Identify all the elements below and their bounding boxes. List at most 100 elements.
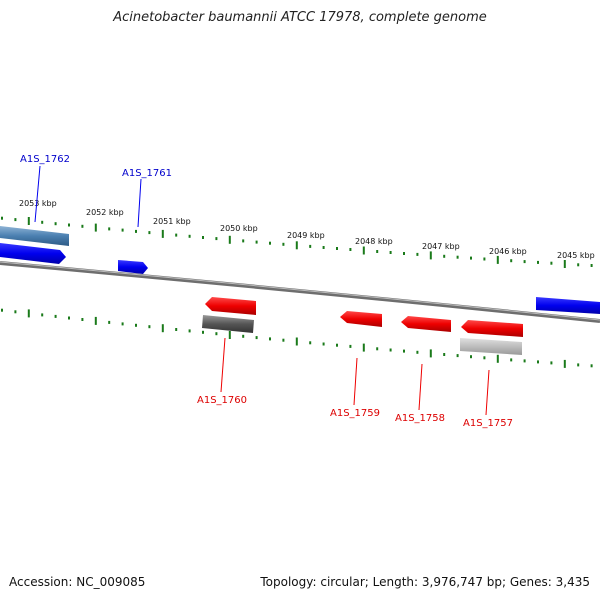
upper-ruler-tick	[94, 223, 97, 232]
gene-feature-a1s-1762[interactable]	[0, 226, 69, 246]
gene-feature-a1s-1760-shadow[interactable]	[202, 315, 254, 333]
ruler-label-2045: 2045 kbp	[557, 251, 595, 260]
lower-ruler-tick	[523, 359, 526, 363]
lower-ruler-tick	[309, 341, 312, 345]
lower-ruler-tick	[242, 334, 245, 338]
lower-ruler-tick	[470, 355, 472, 359]
upper-ruler-tick	[1, 216, 3, 220]
upper-ruler-tick	[27, 217, 30, 225]
upper-ruler-tick	[269, 241, 271, 245]
lower-ruler-tick	[27, 309, 30, 318]
lower-ruler-tick	[443, 353, 446, 356]
upper-ruler-tick	[537, 260, 539, 264]
gene-label-a1s-1757[interactable]: A1S_1757	[463, 418, 513, 429]
gene-feature-a1s-1757-shadow[interactable]	[460, 338, 522, 355]
gene-feature-a1s-1758[interactable]	[401, 316, 451, 332]
upper-ruler-tick	[429, 251, 432, 260]
upper-ruler-ticks	[1, 216, 593, 268]
upper-ruler-tick	[108, 227, 111, 231]
forward-gene-arrow[interactable]	[0, 243, 66, 264]
upper-ruler-tick	[456, 255, 459, 259]
upper-ruler-tick	[362, 246, 365, 255]
lower-ruler-tick	[188, 329, 191, 333]
lower-ruler-tick	[121, 322, 124, 326]
lower-ruler-tick	[54, 314, 57, 318]
callout-line-a1s-1760	[220, 337, 226, 393]
upper-ruler-tick	[148, 231, 151, 235]
lower-ruler-tick	[108, 320, 111, 324]
upper-ruler-tick	[577, 263, 580, 267]
lower-ruler-tick	[362, 343, 365, 352]
lower-ruler-tick	[590, 364, 593, 368]
ruler-label-2046: 2046 kbp	[489, 247, 527, 256]
lower-ruler-tick	[228, 331, 231, 339]
upper-ruler-tick	[161, 229, 164, 238]
ruler-label-2048: 2048 kbp	[355, 237, 393, 246]
upper-ruler-tick	[349, 248, 352, 251]
upper-ruler-tick	[403, 252, 405, 255]
upper-ruler-tick	[188, 234, 191, 238]
forward-gene-arrow-right[interactable]	[536, 297, 600, 314]
lower-ruler-tick	[295, 337, 298, 346]
upper-ruler-tick	[14, 218, 17, 222]
upper-ruler-tick	[550, 261, 553, 265]
upper-ruler-tick	[590, 264, 593, 267]
upper-ruler-tick	[309, 244, 312, 248]
lower-ruler-tick	[416, 350, 419, 354]
lower-ruler-tick	[175, 328, 178, 331]
lower-ruler-tick	[577, 363, 580, 367]
ruler-label-2047: 2047 kbp	[422, 242, 460, 251]
map-title: Acinetobacter baumannii ATCC 17978, comp…	[113, 10, 487, 25]
lower-ruler-tick	[68, 316, 70, 320]
gene-label-a1s-1758[interactable]: A1S_1758	[395, 413, 445, 424]
gene-feature-a1s-1759[interactable]	[340, 311, 382, 327]
upper-ruler-tick	[54, 222, 57, 226]
callout-line-a1s-1761	[137, 178, 142, 228]
lower-ruler-tick	[215, 332, 218, 336]
callout-line-a1s-1759	[353, 357, 358, 406]
gene-label-a1s-1761[interactable]: A1S_1761	[122, 168, 172, 179]
callout-line-a1s-1758	[418, 363, 423, 411]
lower-ruler-tick	[550, 361, 553, 365]
gene-feature-a1s-1760[interactable]	[205, 297, 256, 315]
gene-feature-a1s-1761[interactable]	[118, 260, 148, 274]
ruler-label-2049: 2049 kbp	[287, 231, 325, 240]
lower-ruler-tick	[403, 349, 405, 353]
lower-ruler-tick	[496, 354, 499, 363]
lower-ruler-tick	[483, 356, 486, 360]
upper-ruler-tick	[215, 237, 218, 241]
gene-label-a1s-1762[interactable]: A1S_1762	[20, 154, 70, 165]
upper-ruler-tick	[470, 256, 472, 260]
upper-ruler-tick	[121, 228, 124, 232]
upper-ruler-tick	[242, 239, 245, 243]
accession-text: Accession: NC_009085	[9, 575, 146, 589]
upper-ruler-tick	[376, 250, 379, 253]
upper-ruler-tick	[483, 257, 486, 261]
lower-ruler-tick	[255, 336, 258, 340]
lower-ruler-tick	[94, 316, 97, 325]
callout-line-a1s-1757	[485, 369, 490, 416]
lower-ruler-tick	[135, 323, 137, 327]
upper-ruler-tick	[41, 220, 44, 224]
gene-feature-a1s-1757[interactable]	[461, 320, 523, 337]
ruler-label-2050: 2050 kbp	[220, 224, 258, 233]
upper-ruler-tick	[389, 251, 392, 254]
upper-ruler-tick	[202, 236, 204, 239]
upper-ruler-tick	[322, 246, 325, 249]
lower-ruler-tick	[161, 324, 164, 333]
upper-ruler-tick	[510, 259, 513, 263]
lower-ruler-tick	[81, 318, 84, 321]
lower-ruler-tick	[429, 349, 432, 358]
lower-ruler-tick	[322, 342, 325, 346]
ruler-label-2052: 2052 kbp	[86, 208, 124, 217]
lower-ruler-tick	[282, 338, 285, 342]
upper-ruler-tick	[175, 233, 178, 237]
upper-ruler-tick	[443, 254, 446, 258]
lower-ruler-tick	[510, 358, 513, 362]
gene-label-a1s-1760[interactable]: A1S_1760	[197, 395, 247, 406]
lower-ruler-tick	[202, 330, 204, 334]
ruler-label-2053: 2053 kbp	[19, 199, 57, 208]
gene-label-a1s-1759[interactable]: A1S_1759	[330, 408, 380, 419]
upper-ruler-tick	[68, 223, 70, 227]
